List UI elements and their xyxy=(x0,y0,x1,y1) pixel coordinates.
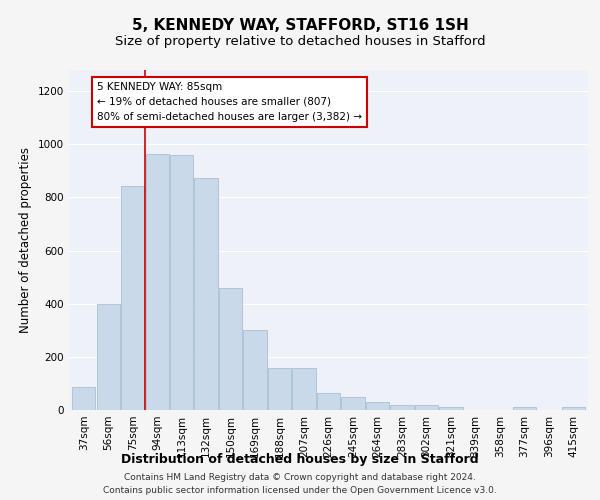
Bar xyxy=(121,186,144,410)
Bar xyxy=(317,392,340,410)
Bar xyxy=(170,155,193,410)
Text: 5 KENNEDY WAY: 85sqm
← 19% of detached houses are smaller (807)
80% of semi-deta: 5 KENNEDY WAY: 85sqm ← 19% of detached h… xyxy=(97,82,362,122)
Bar xyxy=(341,396,365,410)
Text: Distribution of detached houses by size in Stafford: Distribution of detached houses by size … xyxy=(121,452,479,466)
Bar xyxy=(268,368,291,410)
Text: Contains HM Land Registry data © Crown copyright and database right 2024.: Contains HM Land Registry data © Crown c… xyxy=(124,472,476,482)
Bar xyxy=(72,386,95,410)
Text: Contains public sector information licensed under the Open Government Licence v3: Contains public sector information licen… xyxy=(103,486,497,495)
Bar xyxy=(562,408,585,410)
Bar xyxy=(146,154,169,410)
Bar xyxy=(292,368,316,410)
Bar xyxy=(391,404,413,410)
Bar xyxy=(97,304,120,410)
Bar xyxy=(219,288,242,410)
Bar xyxy=(366,402,389,410)
Y-axis label: Number of detached properties: Number of detached properties xyxy=(19,147,32,333)
Bar xyxy=(439,408,463,410)
Bar xyxy=(415,404,438,410)
Bar xyxy=(513,408,536,410)
Text: Size of property relative to detached houses in Stafford: Size of property relative to detached ho… xyxy=(115,35,485,48)
Bar xyxy=(244,330,266,410)
Bar xyxy=(194,178,218,410)
Text: 5, KENNEDY WAY, STAFFORD, ST16 1SH: 5, KENNEDY WAY, STAFFORD, ST16 1SH xyxy=(131,18,469,32)
